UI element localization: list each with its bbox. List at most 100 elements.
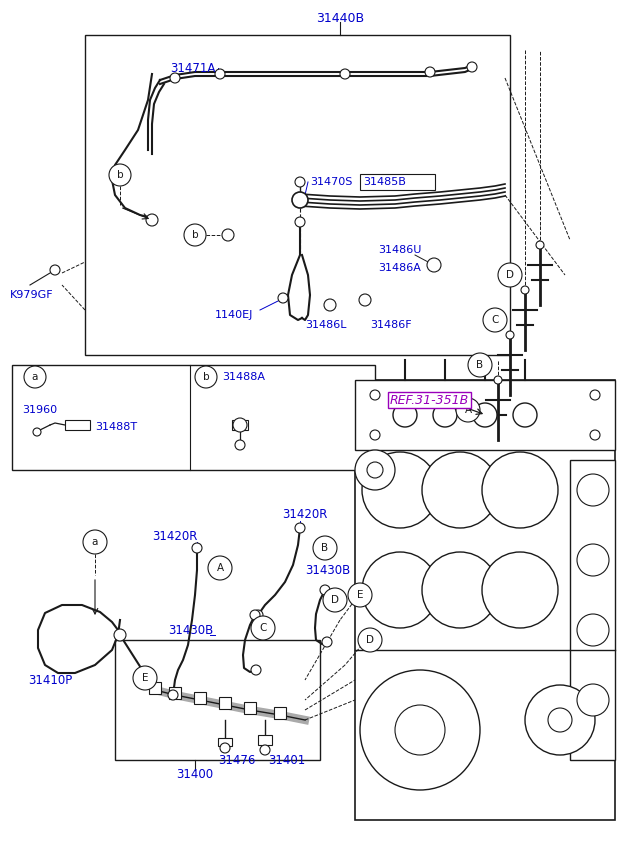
Text: 31420R: 31420R bbox=[152, 529, 198, 543]
Bar bbox=[360, 174, 435, 190]
Circle shape bbox=[83, 530, 107, 554]
Circle shape bbox=[427, 258, 441, 272]
Circle shape bbox=[370, 430, 380, 440]
Circle shape bbox=[278, 293, 288, 303]
Circle shape bbox=[362, 552, 438, 628]
Bar bbox=[570, 460, 615, 760]
Circle shape bbox=[468, 353, 492, 377]
Circle shape bbox=[494, 376, 502, 384]
Circle shape bbox=[358, 628, 382, 652]
Text: 31410P: 31410P bbox=[28, 673, 72, 687]
Bar bbox=[244, 702, 256, 714]
Bar bbox=[274, 707, 286, 719]
Circle shape bbox=[506, 331, 514, 339]
Circle shape bbox=[482, 552, 558, 628]
Text: 31486F: 31486F bbox=[370, 320, 412, 330]
Text: A: A bbox=[216, 563, 224, 573]
Text: 31420R: 31420R bbox=[282, 509, 328, 522]
Circle shape bbox=[292, 192, 308, 208]
Circle shape bbox=[260, 745, 270, 755]
Circle shape bbox=[425, 67, 435, 77]
Text: 31486A: 31486A bbox=[378, 263, 421, 273]
Text: 31486L: 31486L bbox=[305, 320, 346, 330]
Bar bbox=[149, 682, 161, 694]
Circle shape bbox=[313, 536, 337, 560]
Text: D: D bbox=[506, 270, 514, 280]
Circle shape bbox=[367, 462, 383, 478]
Text: D: D bbox=[331, 595, 339, 605]
Text: a: a bbox=[92, 537, 98, 547]
Text: C: C bbox=[259, 623, 267, 633]
Circle shape bbox=[577, 684, 609, 716]
Bar bbox=[65, 420, 90, 430]
Circle shape bbox=[433, 403, 457, 427]
Circle shape bbox=[370, 390, 380, 400]
Circle shape bbox=[168, 690, 178, 700]
Text: C: C bbox=[491, 315, 499, 325]
Circle shape bbox=[536, 241, 544, 249]
Circle shape bbox=[235, 440, 245, 450]
Circle shape bbox=[360, 670, 480, 790]
Circle shape bbox=[590, 430, 600, 440]
Bar bbox=[219, 697, 231, 709]
Text: 31488T: 31488T bbox=[95, 422, 137, 432]
Circle shape bbox=[521, 286, 529, 294]
Text: 31430B: 31430B bbox=[305, 564, 350, 577]
Circle shape bbox=[133, 666, 157, 690]
Circle shape bbox=[295, 217, 305, 227]
Circle shape bbox=[251, 665, 261, 675]
Bar bbox=[85, 35, 510, 355]
Circle shape bbox=[498, 263, 522, 287]
Circle shape bbox=[422, 452, 498, 528]
Circle shape bbox=[295, 523, 305, 533]
Circle shape bbox=[146, 214, 158, 226]
Circle shape bbox=[233, 418, 247, 432]
Text: 31471A: 31471A bbox=[170, 62, 216, 75]
Circle shape bbox=[482, 452, 558, 528]
Circle shape bbox=[323, 588, 347, 612]
Text: E: E bbox=[357, 590, 363, 600]
Circle shape bbox=[324, 299, 336, 311]
Circle shape bbox=[320, 585, 330, 595]
Circle shape bbox=[322, 637, 332, 647]
Text: 31488A: 31488A bbox=[222, 372, 265, 382]
Circle shape bbox=[348, 583, 372, 607]
Circle shape bbox=[590, 390, 600, 400]
Circle shape bbox=[467, 62, 477, 72]
Text: 31401: 31401 bbox=[268, 754, 305, 767]
Text: REF.31-351B: REF.31-351B bbox=[390, 393, 469, 406]
Circle shape bbox=[355, 450, 395, 490]
Text: a: a bbox=[32, 372, 38, 382]
Circle shape bbox=[395, 705, 445, 755]
Bar bbox=[169, 687, 181, 699]
Circle shape bbox=[393, 403, 417, 427]
Text: 31486U: 31486U bbox=[378, 245, 421, 255]
Text: 31440B: 31440B bbox=[316, 12, 364, 25]
Text: 31430B: 31430B bbox=[168, 623, 213, 637]
Circle shape bbox=[422, 552, 498, 628]
Circle shape bbox=[359, 294, 371, 306]
Circle shape bbox=[362, 452, 438, 528]
Text: A: A bbox=[464, 405, 472, 415]
Circle shape bbox=[483, 308, 507, 332]
Text: 31476: 31476 bbox=[218, 754, 256, 767]
Circle shape bbox=[577, 544, 609, 576]
Bar bbox=[258, 735, 272, 745]
Circle shape bbox=[215, 69, 225, 79]
Circle shape bbox=[456, 398, 480, 422]
Text: 31960: 31960 bbox=[22, 405, 57, 415]
Circle shape bbox=[208, 556, 232, 580]
Bar bbox=[232, 420, 248, 430]
Circle shape bbox=[340, 69, 350, 79]
Circle shape bbox=[195, 366, 217, 388]
Circle shape bbox=[170, 73, 180, 83]
Circle shape bbox=[33, 428, 41, 436]
Bar bbox=[12, 365, 375, 470]
Text: 31470S: 31470S bbox=[310, 177, 352, 187]
Bar bbox=[355, 380, 615, 450]
Circle shape bbox=[24, 366, 46, 388]
Circle shape bbox=[525, 685, 595, 755]
Text: b: b bbox=[202, 372, 209, 382]
Circle shape bbox=[577, 474, 609, 506]
Text: b: b bbox=[117, 170, 123, 180]
